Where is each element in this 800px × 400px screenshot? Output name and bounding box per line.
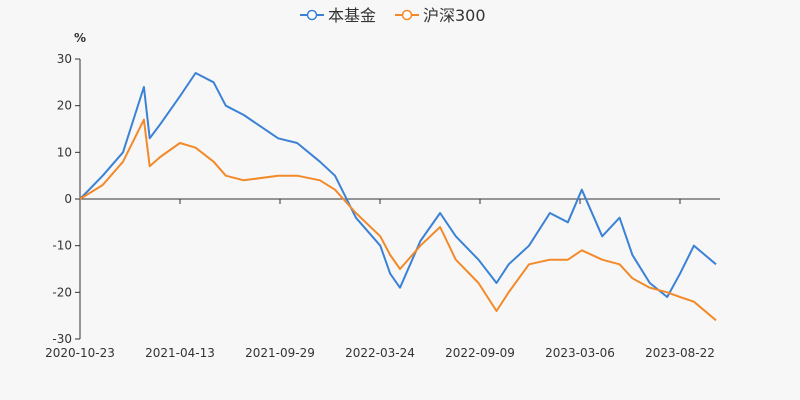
y-tick-label: 30 — [57, 52, 72, 66]
legend-marker-icon — [401, 9, 413, 21]
legend-item-2[interactable]: 沪深300 — [395, 6, 486, 25]
y-tick-label: 20 — [57, 99, 72, 113]
y-tick-label: 10 — [57, 145, 72, 159]
y-tick-label: 0 — [64, 192, 72, 206]
x-axis: 2020-10-23 2021-04-13 2021-09-29 2022-03-24… — [45, 198, 720, 360]
x-tick-label: 2022-09-09 — [445, 346, 515, 360]
x-tick-label: 2023-08-22 — [645, 346, 715, 360]
y-tick-label: -30 — [52, 332, 72, 346]
x-tick-label: 2021-09-29 — [245, 346, 315, 360]
x-tick-label: 2023-03-06 — [545, 346, 615, 360]
series-line-1 — [79, 72, 717, 298]
y-tick-label: -20 — [52, 285, 72, 299]
y-axis-unit-label: % — [74, 31, 86, 45]
legend-label: 本基金 — [328, 6, 376, 25]
legend-label: 沪深300 — [423, 6, 486, 25]
x-tick-label: 2021-04-13 — [145, 346, 215, 360]
legend: 本基金 沪深300 — [300, 6, 486, 25]
y-tick-label: -10 — [52, 239, 72, 253]
series-layer — [79, 72, 717, 322]
x-tick-label: 2022-03-24 — [345, 346, 415, 360]
legend-marker-icon — [306, 9, 318, 21]
x-tick-label: 2020-10-23 — [45, 346, 115, 360]
legend-item-1[interactable]: 本基金 — [300, 6, 376, 25]
series-line-2 — [79, 118, 717, 322]
y-axis: 30 20 10 0 -10 -20 -30 — [52, 52, 81, 346]
